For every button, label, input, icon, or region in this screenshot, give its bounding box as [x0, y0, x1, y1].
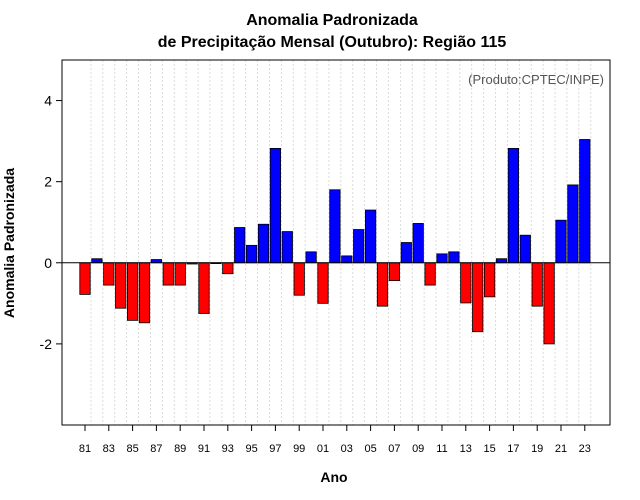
- x-tick-label: 03: [341, 443, 353, 455]
- axes-layer: -2 0 2 4 81 83 85 87 89 91 93 95 97 99 01 03 05 07 09 11 13 1…: [40, 93, 610, 455]
- bar-1993: [222, 262, 234, 275]
- x-axis-title: Ano: [320, 469, 347, 485]
- bar-2013: [460, 262, 472, 304]
- plot-frame: [61, 59, 611, 426]
- x-tick-label: 83: [103, 443, 115, 455]
- x-tick-label: 07: [388, 443, 400, 455]
- bar-2017: [507, 148, 520, 264]
- x-tick-label: 17: [507, 443, 519, 455]
- bar-2016: [495, 258, 508, 264]
- chart-title: Anomalia Padronizada: [246, 12, 418, 29]
- bar-2003: [341, 255, 353, 264]
- x-tick-label: 81: [79, 443, 91, 455]
- bar-2000: [305, 251, 317, 264]
- bar-2008: [400, 242, 412, 264]
- bar-1988: [162, 262, 174, 286]
- bars-layer: [79, 139, 591, 345]
- bar-1982: [91, 258, 103, 264]
- bar-2018: [519, 234, 531, 264]
- bar-1983: [103, 262, 115, 286]
- x-tick-label: 89: [174, 443, 186, 455]
- source-annotation: (Produto:CPTEC/INPE): [468, 72, 604, 87]
- x-tick-label: 97: [269, 443, 281, 455]
- bar-1986: [138, 262, 151, 324]
- y-tick-label: -2: [40, 336, 53, 352]
- x-tick-label: 09: [412, 443, 424, 455]
- bar-1999: [293, 262, 305, 296]
- bar-2004: [353, 229, 365, 264]
- bar-2012: [448, 251, 460, 264]
- bar-2005: [364, 209, 377, 264]
- bar-2020: [543, 262, 555, 345]
- bar-2014: [472, 262, 484, 333]
- bar-1994: [234, 227, 246, 264]
- x-tick-label: 15: [483, 443, 495, 455]
- x-tick-label: 23: [579, 443, 591, 455]
- y-tick-label: 4: [44, 93, 52, 109]
- bar-2023: [579, 139, 591, 264]
- x-tick-label: 19: [531, 443, 543, 455]
- x-tick-label: 95: [245, 443, 257, 455]
- y-axis-title: Anomalia Padronizada: [1, 168, 17, 318]
- bar-2022: [567, 184, 579, 264]
- bar-2015: [483, 262, 496, 298]
- bar-2010: [424, 262, 436, 286]
- bar-2001: [317, 262, 329, 304]
- x-tick-label: 99: [293, 443, 305, 455]
- bar-2019: [531, 262, 543, 307]
- bar-1997: [269, 148, 282, 264]
- x-tick-label: 01: [317, 443, 329, 455]
- bar-2002: [329, 189, 341, 264]
- x-tick-label: 13: [460, 443, 472, 455]
- bar-2021: [555, 219, 567, 264]
- bar-2006: [376, 262, 389, 307]
- bar-2011: [436, 253, 448, 264]
- bar-1996: [257, 223, 270, 264]
- bar-1981: [79, 262, 91, 295]
- bar-2007: [388, 262, 401, 282]
- bar-2009: [412, 223, 424, 264]
- bar-1995: [245, 244, 258, 264]
- bar-1998: [281, 231, 293, 264]
- grid-layer: [90, 60, 592, 425]
- bar-1989: [174, 262, 186, 286]
- y-tick-label: 2: [44, 174, 52, 190]
- x-tick-label: 91: [198, 443, 210, 455]
- x-tick-label: 87: [150, 443, 162, 455]
- x-tick-label: 11: [436, 443, 447, 455]
- bar-1985: [127, 262, 139, 321]
- x-tick-label: 05: [364, 443, 376, 455]
- x-tick-label: 85: [126, 443, 138, 455]
- x-tick-label: 93: [222, 443, 234, 455]
- bar-1984: [115, 262, 127, 309]
- chart-subtitle: de Precipitação Mensal (Outubro): Região…: [158, 34, 507, 51]
- x-tick-label: 21: [555, 443, 567, 455]
- y-tick-label: 0: [44, 255, 52, 271]
- bar-1991: [198, 262, 210, 314]
